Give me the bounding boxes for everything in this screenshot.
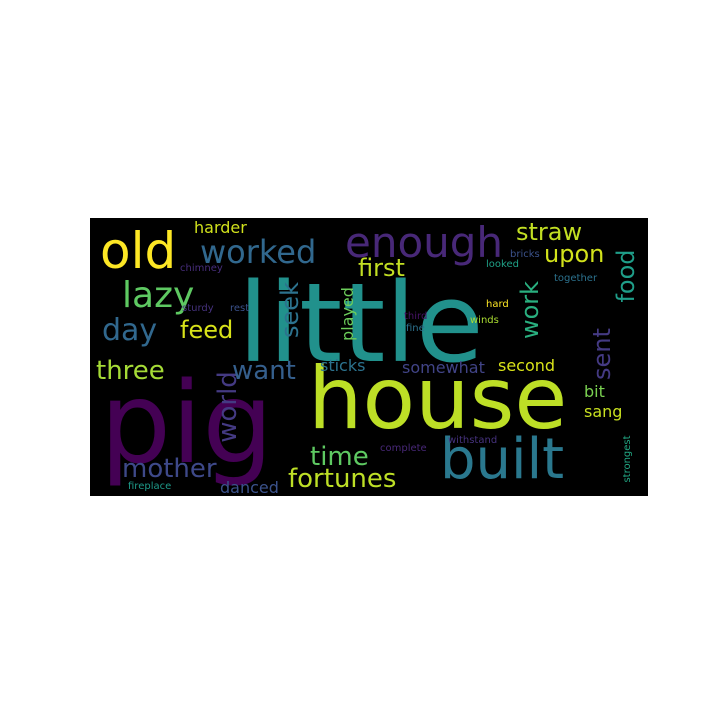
word-withstand: withstand [448, 435, 498, 446]
word-strongest: strongest [622, 435, 633, 483]
word-old: old [100, 222, 177, 280]
word-bricks: bricks [510, 249, 540, 260]
word-winds: winds [470, 315, 499, 326]
word-cloud: little pig house built old enough worked… [90, 218, 648, 496]
word-looked: looked [486, 259, 519, 270]
word-chimney: chimney [180, 263, 223, 274]
word-mother: mother [122, 454, 217, 484]
word-enough: enough [345, 218, 504, 267]
word-work: work [516, 280, 544, 340]
word-fine: fine [406, 323, 425, 334]
word-sticks: sticks [320, 356, 366, 375]
word-rest: rest [230, 303, 250, 314]
word-sent: sent [588, 328, 616, 380]
word-complete: complete [380, 443, 427, 454]
word-hard: hard [486, 299, 509, 310]
word-worked: worked [200, 233, 317, 271]
word-bit: bit [584, 382, 605, 401]
word-house: house [308, 349, 568, 449]
word-straw: straw [516, 218, 583, 246]
word-upon: upon [544, 240, 605, 268]
word-want: want [232, 356, 296, 386]
word-third: third [404, 311, 428, 322]
word-day: day [102, 313, 158, 348]
word-somewhat: somewhat [402, 358, 485, 377]
word-together: together [554, 273, 598, 284]
word-harder: harder [194, 218, 247, 237]
word-fireplace: fireplace [128, 481, 172, 492]
word-fortunes: fortunes [288, 464, 397, 494]
word-second: second [498, 356, 556, 375]
word-pig: pig [100, 359, 274, 489]
word-built: built [440, 427, 565, 492]
word-played: played [338, 287, 357, 341]
word-little: little [238, 259, 484, 387]
word-sturdy: sturdy [182, 303, 214, 314]
word-first: first [358, 254, 405, 282]
word-seek: seek [276, 282, 304, 338]
word-food: food [612, 249, 640, 303]
word-danced: danced [220, 478, 279, 496]
word-time: time [310, 442, 369, 472]
word-three: three [96, 356, 165, 386]
word-sang: sang [584, 402, 623, 421]
word-lazy: lazy [122, 275, 195, 316]
word-feed: feed [180, 316, 234, 344]
